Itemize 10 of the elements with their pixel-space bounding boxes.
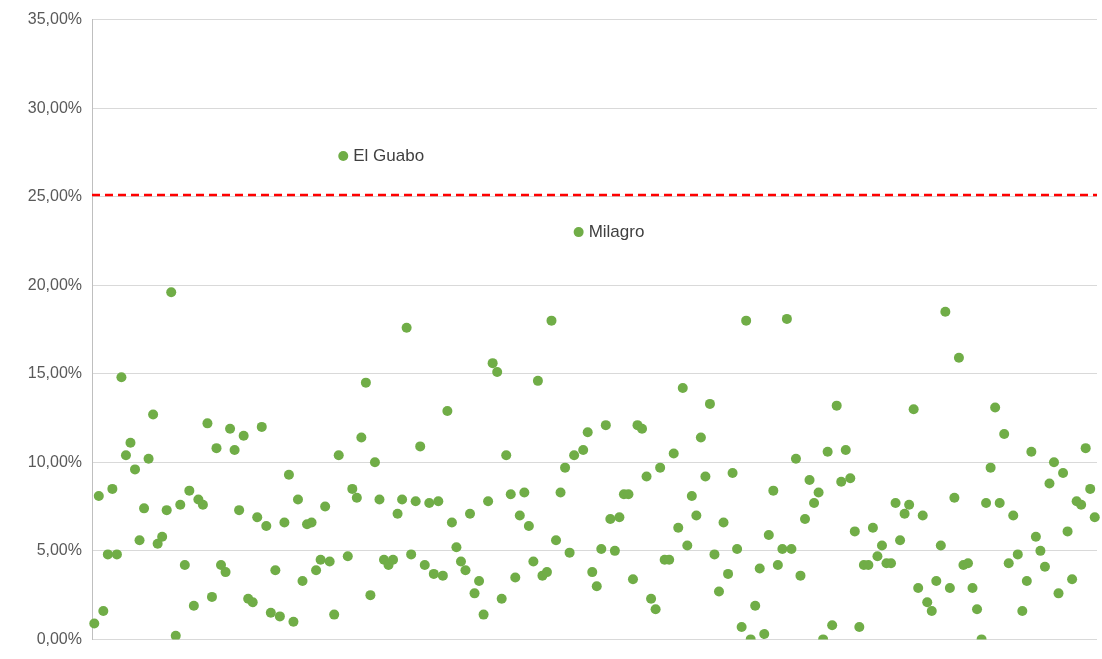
y-tick-label: 5,00% <box>36 541 82 559</box>
y-tick-label: 35,00% <box>27 10 82 28</box>
y-tick-label: 10,00% <box>27 452 82 470</box>
text: Milagro <box>588 221 645 241</box>
y-tick-label: 0,00% <box>36 629 82 647</box>
y-tick-label: 30,00% <box>27 98 82 116</box>
text: El Guabo <box>353 145 425 165</box>
y-tick-label: 15,00% <box>27 364 82 382</box>
y-tick-label: 20,00% <box>27 275 82 293</box>
y-tick-label: 25,00% <box>27 187 82 205</box>
